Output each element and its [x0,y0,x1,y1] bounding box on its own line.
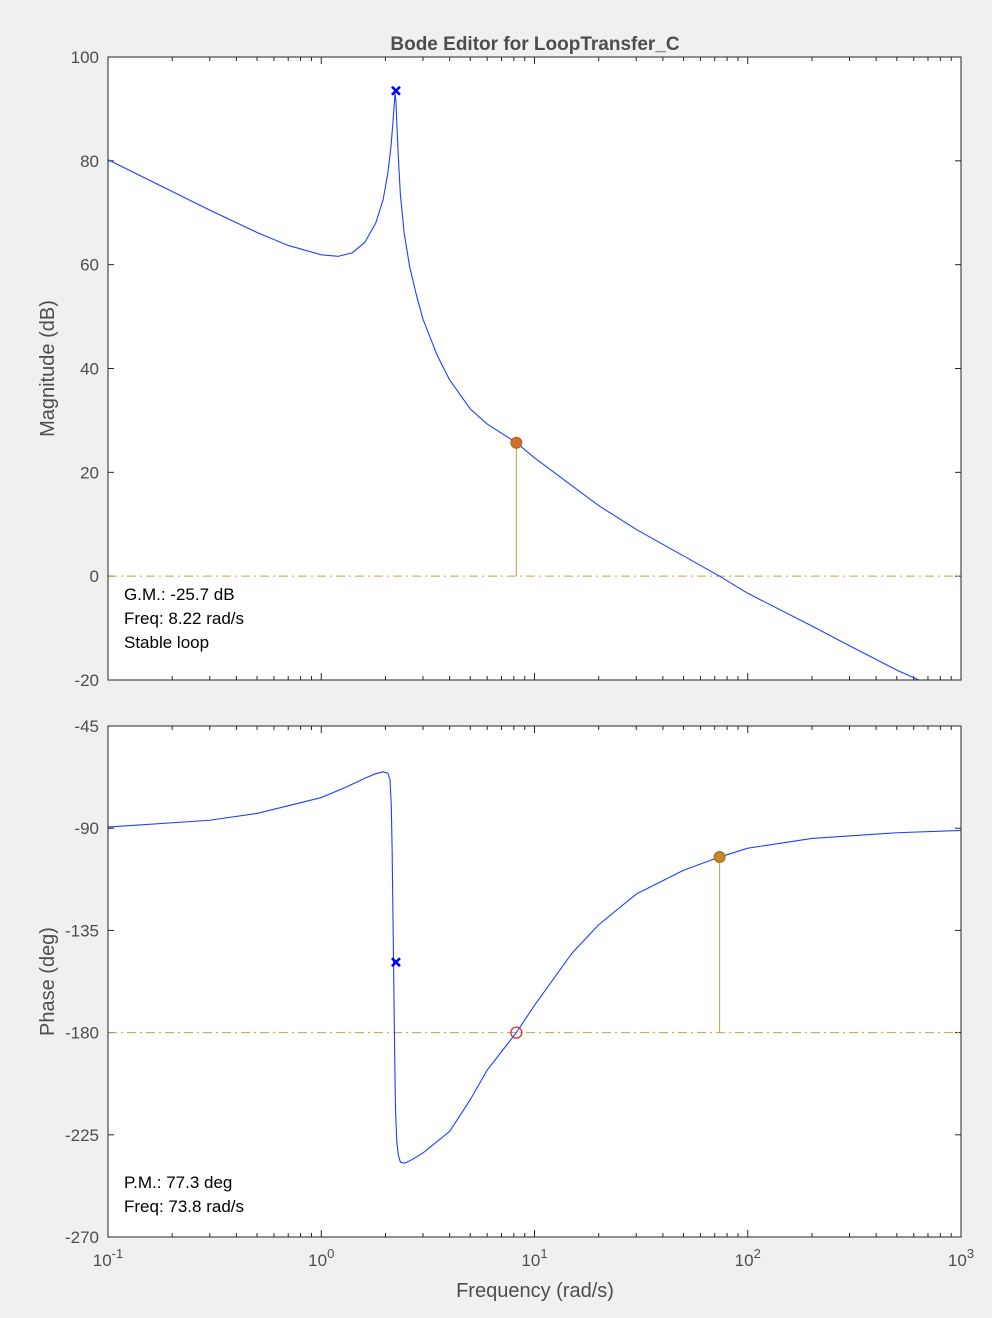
phase-plot[interactable]: -45 -90 -135 -180 -225 -270 P.M.: 77.3 deg Freq… [37,717,962,1247]
mag-ytick-label: 40 [80,360,99,379]
phase-margin-marker[interactable] [713,851,726,864]
x-axis-label: Frequency (rad/s) [456,1280,614,1302]
magnitude-axis-label: Magnitude (dB) [37,300,59,437]
x-tick-label: 100 [308,1246,334,1270]
x-tick-label: 103 [948,1246,974,1270]
chart-title: Bode Editor for LoopTransfer_C [390,34,680,55]
mag-pole-stroke-b [391,85,401,96]
phase-ytick-label: -135 [65,921,99,940]
phase-ytick-label: -180 [65,1024,99,1043]
mag-response-line[interactable] [108,93,928,684]
gain-margin-marker[interactable] [510,436,523,449]
x-tick-label: 10-1 [93,1246,123,1270]
mag-plot-area [108,57,961,680]
mag-ytick-label: 0 [90,567,99,586]
magnitude-plot[interactable]: 100 80 60 40 20 0 -20 G.M.: -25.7 dB Freq: 8.22 … [37,48,962,690]
phase-axes-box [107,725,962,1238]
x-tick-label: 101 [521,1246,547,1270]
gain-margin-annotation-line: Freq: 8.22 rad/s [124,609,244,628]
mag-pole-marker[interactable] [391,85,401,96]
mag-ytick-label: 80 [80,152,99,171]
phase-plot-area [108,726,961,1237]
phase-pole-marker[interactable] [391,957,401,968]
phase-ytick-label: -90 [74,819,99,838]
phase-response-line[interactable] [108,771,961,1164]
phase-margin-annotation-line: P.M.: 77.3 deg [124,1173,232,1192]
phase-crossing-marker[interactable] [510,1026,523,1039]
x-tick-labels: 10-1 100 101 102 103 [93,1246,974,1270]
x-tick-label: 102 [735,1246,761,1270]
phase-ytick-label: -270 [65,1228,99,1247]
mag-ytick-label: 60 [80,256,99,275]
phase-ytick-label: -225 [65,1126,99,1145]
gain-margin-annotation-line: G.M.: -25.7 dB [124,585,235,604]
phase-axis-label: Phase (deg) [37,927,59,1036]
phase-margin-annotation-line: Freq: 73.8 rad/s [124,1197,244,1216]
phase-pole-stroke-b [391,957,401,968]
mag-ytick-label: 100 [71,48,99,67]
mag-ytick-label: -20 [74,671,99,690]
mag-ytick-label: 20 [80,463,99,482]
phase-ytick-label: -45 [74,717,99,736]
mag-axes-box [107,56,962,681]
gain-margin-annotation-line: Stable loop [124,633,209,652]
